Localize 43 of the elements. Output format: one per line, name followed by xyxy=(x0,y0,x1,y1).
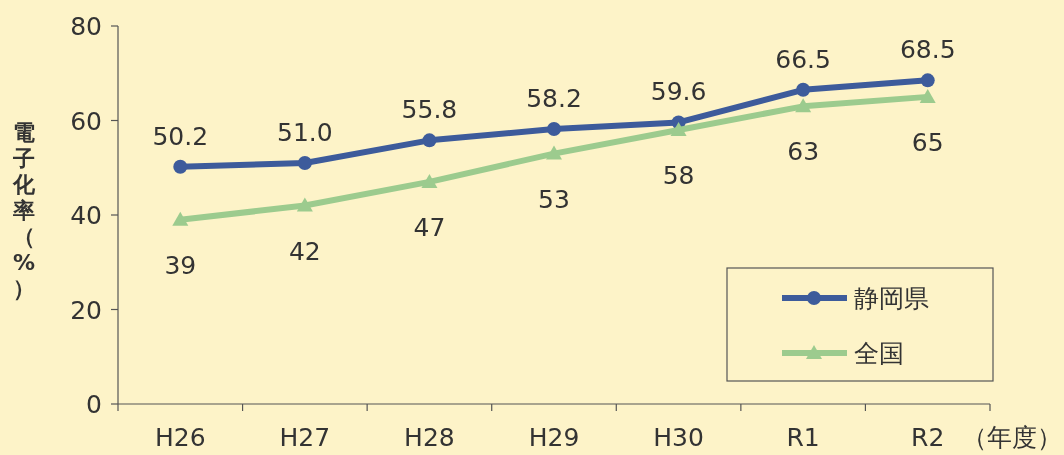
data-label: 63 xyxy=(787,137,820,167)
point xyxy=(422,133,437,148)
y-tick-label: 20 xyxy=(70,295,102,325)
data-label: 66.5 xyxy=(775,44,831,74)
x-tick-label: H28 xyxy=(404,423,455,452)
y-tick-label: 60 xyxy=(70,106,102,136)
y-axis-title: 電子化率（%） xyxy=(12,120,36,301)
point xyxy=(919,88,936,103)
data-label: 47 xyxy=(413,212,446,242)
x-axis-title: （年度） xyxy=(962,423,1062,452)
x-tick-label: H30 xyxy=(653,423,704,452)
data-label: 39 xyxy=(164,250,197,280)
data-label: 59.6 xyxy=(650,77,707,107)
legend-label: 全国 xyxy=(854,339,904,368)
data-label: 53 xyxy=(538,184,570,214)
point xyxy=(796,82,811,97)
point xyxy=(173,159,188,174)
point xyxy=(172,211,189,226)
point xyxy=(670,121,687,136)
y-tick-label: 0 xyxy=(86,390,102,419)
point xyxy=(421,173,438,188)
data-label: 51.0 xyxy=(277,118,333,148)
legend-label: 静岡県 xyxy=(854,284,929,313)
point xyxy=(546,145,562,160)
data-label: 50.2 xyxy=(152,121,209,151)
point xyxy=(920,73,935,88)
x-tick-label: H26 xyxy=(154,423,206,452)
x-tick-label: H27 xyxy=(279,423,331,452)
point xyxy=(297,156,312,171)
data-label: 58.2 xyxy=(526,84,582,113)
y-tick-label: 80 xyxy=(70,12,102,41)
data-label: 55.8 xyxy=(401,95,458,125)
y-tick-label: 40 xyxy=(70,201,102,230)
data-label: 65 xyxy=(911,127,944,157)
x-tick-label: R2 xyxy=(911,423,945,452)
point xyxy=(547,122,561,137)
data-label: 68.5 xyxy=(899,35,956,65)
point xyxy=(296,197,313,212)
x-tick-label: R1 xyxy=(786,423,820,452)
x-tick-label: H29 xyxy=(528,423,580,452)
point xyxy=(795,98,812,113)
data-label: 42 xyxy=(288,236,321,266)
data-label: 58 xyxy=(662,160,695,190)
